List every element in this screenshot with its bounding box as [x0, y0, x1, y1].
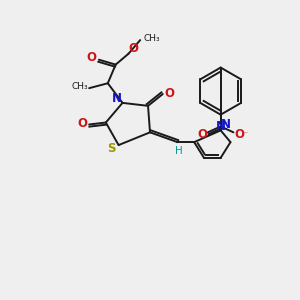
Text: O: O [197, 128, 207, 141]
Text: N: N [216, 120, 226, 133]
Text: H: H [175, 146, 182, 156]
Text: S: S [107, 142, 116, 154]
Text: O: O [165, 87, 175, 100]
Text: ⁻: ⁻ [243, 130, 248, 139]
Text: N: N [112, 92, 122, 106]
Text: N: N [220, 118, 231, 131]
Text: O: O [128, 42, 138, 56]
Text: CH₃: CH₃ [71, 82, 88, 91]
Text: O: O [86, 51, 96, 64]
Text: O: O [77, 117, 87, 130]
Text: CH₃: CH₃ [144, 34, 160, 43]
Text: +: + [222, 119, 227, 125]
Text: O: O [234, 128, 244, 141]
